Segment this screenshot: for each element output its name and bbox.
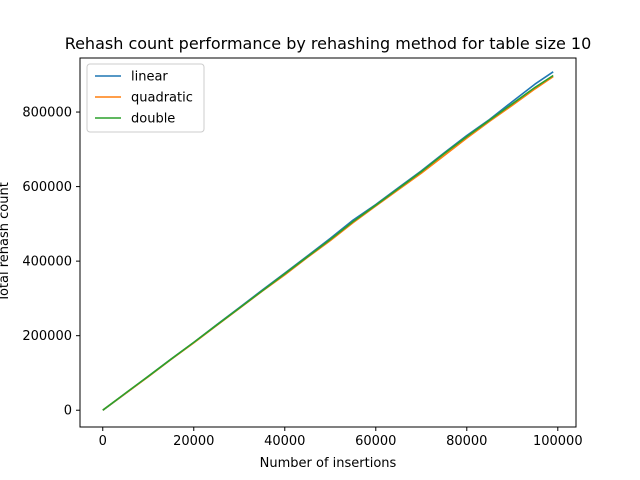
legend-box xyxy=(86,63,205,133)
y-axis-label: Total rehash count xyxy=(0,182,12,303)
legend-label-double: double xyxy=(131,112,175,127)
x-tick-label: 100000 xyxy=(533,434,583,449)
plot-area xyxy=(102,71,554,411)
y-tick-label: 600000 xyxy=(22,180,72,195)
legend: linear quadratic double xyxy=(86,63,205,133)
axis-ticks: 0 20000 40000 60000 80000 100000 0 200000 400000… xyxy=(22,106,582,449)
x-axis-label: Number of insertions xyxy=(260,456,397,471)
series-line-double xyxy=(102,74,554,411)
x-tick-label: 40000 xyxy=(264,434,305,449)
legend-label-linear: linear xyxy=(131,70,168,85)
x-tick-label: 60000 xyxy=(355,434,396,449)
y-tick-label: 200000 xyxy=(22,329,72,344)
x-tick-label: 0 xyxy=(99,434,107,449)
plot-frame xyxy=(79,57,577,428)
x-tick-label: 20000 xyxy=(173,434,214,449)
y-tick-label: 800000 xyxy=(22,106,72,121)
y-tick-label: 0 xyxy=(64,404,72,419)
chart-title: Rehash count performance by rehashing me… xyxy=(65,34,592,53)
x-tick-label: 80000 xyxy=(446,434,487,449)
y-tick-label: 400000 xyxy=(22,255,72,270)
legend-label-quadratic: quadratic xyxy=(131,91,193,106)
